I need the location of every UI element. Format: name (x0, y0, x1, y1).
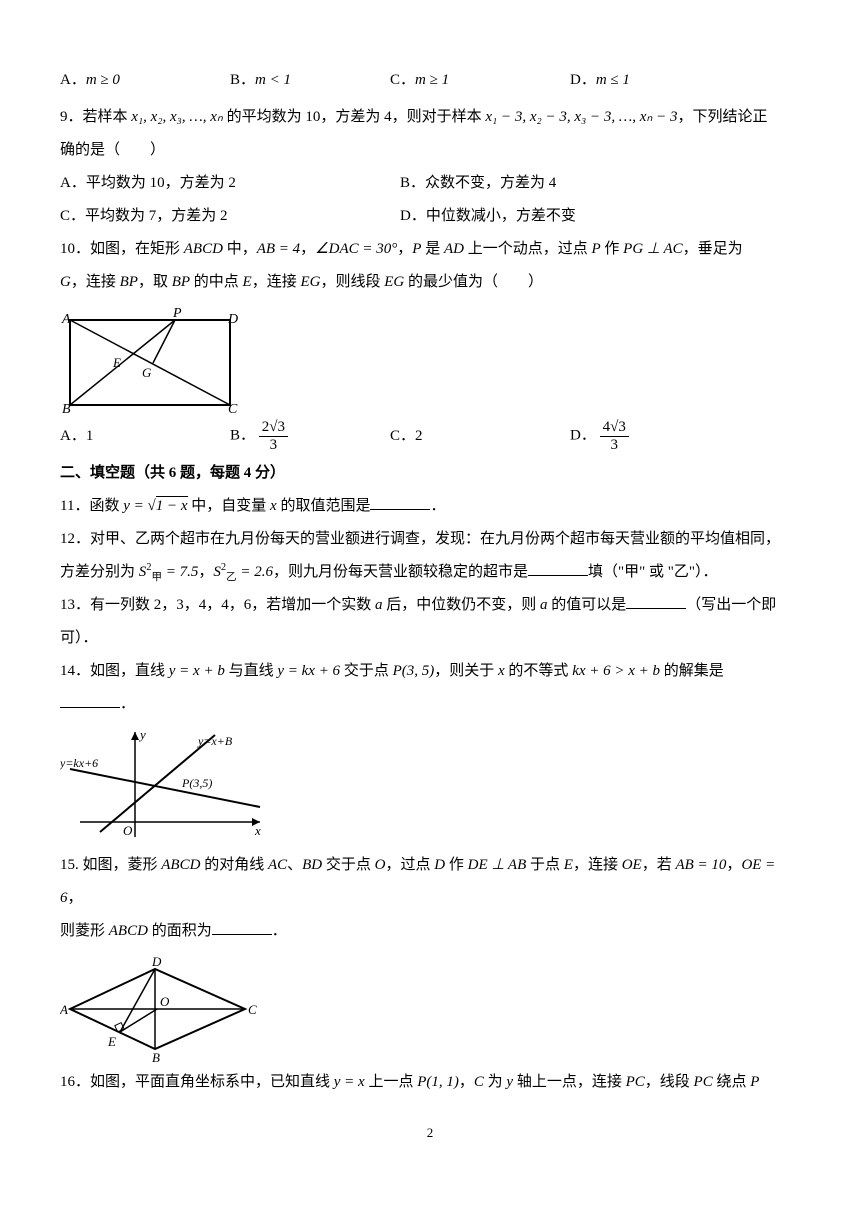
q10-opt-b: B． 2√33 (230, 419, 390, 453)
svg-text:D: D (151, 954, 162, 969)
svg-text:y=x+B: y=x+B (197, 734, 233, 748)
q10-opt-d: D． 4√33 (570, 419, 730, 453)
svg-text:x: x (254, 823, 261, 838)
q14-blank (60, 692, 120, 708)
q8-opt-d: D．m ≤ 1 (570, 64, 730, 97)
q8-opt-a: A．m ≥ 0 (60, 64, 230, 97)
svg-text:B: B (62, 402, 71, 415)
q9-opt-d: D．中位数减小，方差不变 (400, 200, 800, 233)
q9-stem: 9．若样本 x₁, x₂, x₃, …, xₙ 的平均数为 10，方差为 4，则… (60, 101, 800, 134)
q10-opt-a: A．1 (60, 420, 230, 453)
q9-opts-row2: C．平均数为 7，方差为 2 D．中位数减小，方差不变 (60, 200, 800, 233)
section2-title: 二、填空题（共 6 题，每题 4 分） (60, 457, 800, 490)
svg-text:A: A (61, 312, 71, 327)
svg-text:A: A (60, 1002, 68, 1017)
q9-stem2: 确的是（ ） (60, 134, 800, 167)
svg-text:P(3,5): P(3,5) (181, 776, 212, 790)
q8-opt-c: C．m ≥ 1 (390, 64, 570, 97)
svg-text:G: G (142, 365, 152, 380)
q14-line2: ． (60, 688, 800, 721)
q12-blank (528, 560, 588, 576)
q13-line2: 可）． (60, 622, 800, 655)
q15-blank (212, 919, 272, 935)
q10-stem: 10．如图，在矩形 ABCD 中，AB = 4，∠DAC = 30°，P 是 A… (60, 233, 800, 266)
svg-text:P: P (172, 306, 182, 321)
q15-line2: 则菱形 ABCD 的面积为． (60, 915, 800, 948)
q9-opt-a: A．平均数为 10，方差为 2 (60, 167, 400, 200)
q13-blank (626, 593, 686, 609)
q10-options: A．1 B． 2√33 C．2 D． 4√33 (60, 419, 800, 453)
svg-text:B: B (152, 1050, 160, 1064)
q15-stem: 15. 如图，菱形 ABCD 的对角线 AC、BD 交于点 O，过点 D 作 D… (60, 849, 800, 915)
q9-opt-c: C．平均数为 7，方差为 2 (60, 200, 400, 233)
q14-stem: 14．如图，直线 y = x + b 与直线 y = kx + 6 交于点 P(… (60, 655, 800, 688)
q16-stem: 16．如图，平面直角坐标系中，已知直线 y = x 上一点 P(1, 1)，C … (60, 1066, 800, 1099)
q12-line2: 方差分别为 S2甲 = 7.5，S2乙 = 2.6，则九月份每天营业额较稳定的超… (60, 556, 800, 589)
svg-text:y: y (138, 727, 146, 742)
q11: 11．函数 y = √1 − x 中，自变量 x 的取值范围是． (60, 490, 800, 523)
q10-opt-c: C．2 (390, 420, 570, 453)
svg-text:C: C (248, 1002, 257, 1017)
svg-text:O: O (123, 823, 133, 838)
svg-text:E: E (112, 355, 121, 370)
svg-text:y=kx+6: y=kx+6 (60, 756, 98, 770)
q8-options: A．m ≥ 0 B．m < 1 C．m ≥ 1 D．m ≤ 1 (60, 64, 800, 97)
q9-opt-b: B．众数不变，方差为 4 (400, 167, 800, 200)
svg-text:C: C (228, 402, 238, 415)
svg-text:E: E (107, 1034, 116, 1049)
svg-text:O: O (160, 994, 170, 1009)
page-number: 2 (60, 1119, 800, 1148)
q12-line1: 12．对甲、乙两个超市在九月份每天的营业额进行调查，发现：在九月份两个超市每天营… (60, 523, 800, 556)
svg-text:D: D (227, 312, 238, 327)
q9-opts-row1: A．平均数为 10，方差为 2 B．众数不变，方差为 4 (60, 167, 800, 200)
q14-figure: y x O y=x+B y=kx+6 P(3,5) (60, 727, 800, 847)
q8-opt-b: B．m < 1 (230, 64, 390, 97)
q10-figure: A B C D P E G (60, 305, 800, 415)
q10-stem-line2: G，连接 BP，取 BP 的中点 E，连接 EG，则线段 EG 的最少值为（ ） (60, 266, 800, 299)
q11-blank (370, 494, 430, 510)
q15-figure: A B C D E O (60, 954, 800, 1064)
q13: 13．有一列数 2，3，4，4，6，若增加一个实数 a 后，中位数仍不变，则 a… (60, 589, 800, 622)
